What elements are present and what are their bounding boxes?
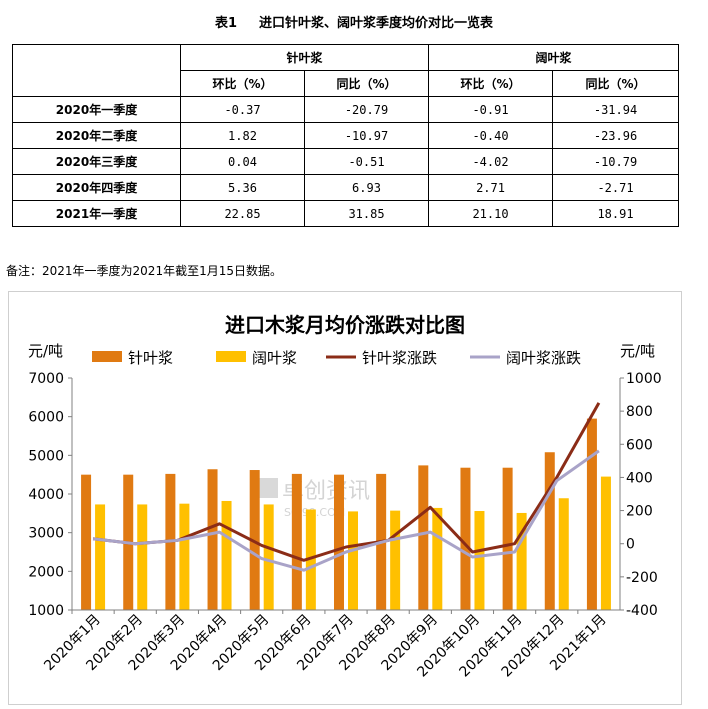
table-title-text: 进口针叶浆、阔叶浆季度均价对比一览表: [259, 16, 494, 31]
table-cell: 0.04: [180, 148, 305, 175]
corner-cell: [12, 44, 181, 97]
bar-softwood: [249, 470, 260, 610]
bar-softwood: [502, 467, 513, 610]
legend-swatch: [92, 351, 122, 362]
chart-frame: [8, 291, 682, 705]
y-tick-label-right: 200: [626, 504, 653, 520]
watermark-logo-icon: [258, 478, 278, 498]
table-cell: 31.85: [303, 200, 430, 227]
table-cell: -0.51: [303, 148, 430, 175]
table-cell: 1.82: [180, 122, 305, 149]
legend-label: 阔叶浆涨跌: [506, 349, 581, 367]
y-tick-label-right: 1000: [626, 371, 662, 387]
table-cell: -20.79: [303, 96, 430, 123]
legend-label: 针叶浆: [128, 349, 173, 367]
bar-hardwood: [348, 511, 358, 610]
table-row: 2020年三季度 0.04 -0.51 -4.02 -10.79: [12, 148, 680, 175]
bar-hardwood: [179, 503, 190, 610]
bar-softwood: [291, 473, 302, 610]
table-note: 备注：2021年一季度为2021年截至1月15日数据。: [6, 264, 282, 278]
table-title: 表1 进口针叶浆、阔叶浆季度均价对比一览表: [0, 12, 708, 31]
y-tick-label-right: -200: [626, 570, 658, 586]
bars-layer: [81, 418, 611, 610]
line-hardwood-change: [92, 449, 600, 572]
subheader-softwood-mom: 环比（%）: [180, 70, 305, 97]
y-tick-label-left: 1000: [28, 603, 64, 619]
table-row: 2020年四季度 5.36 6.93 2.71 -2.71: [12, 174, 680, 201]
bar-softwood: [460, 467, 471, 610]
row-label: 2020年一季度: [12, 96, 181, 123]
table-cell: 18.91: [552, 200, 680, 227]
y-tick-label-right: -400: [626, 603, 658, 619]
bar-hardwood: [432, 507, 443, 610]
y-tick-label-right: 600: [626, 437, 653, 453]
group-header-softwood: 针叶浆: [179, 44, 430, 71]
bar-hardwood: [558, 498, 569, 610]
bar-hardwood: [221, 500, 232, 610]
table-cell: -31.94: [552, 96, 680, 123]
bar-hardwood: [390, 510, 401, 610]
table-row: 2021年一季度 22.85 31.85 21.10 18.91: [12, 200, 680, 227]
bar-hardwood: [263, 504, 274, 610]
table-cell: 6.93: [303, 174, 430, 201]
y-tick-label-right: 0: [626, 537, 635, 553]
legend: 针叶浆 阔叶浆 针叶浆涨跌 阔叶浆涨跌: [92, 349, 581, 367]
y-tick-label-left: 2000: [28, 564, 64, 580]
chart-title: 进口木浆月均价涨跌对比图: [225, 313, 465, 337]
comparison-table: 针叶浆 阔叶浆 环比（%） 同比（%） 环比（%） 同比（%） 2020年一季度…: [12, 44, 680, 227]
legend-label: 阔叶浆: [252, 349, 297, 367]
group-header-hardwood: 阔叶浆: [428, 44, 680, 71]
table-cell: -0.91: [428, 96, 554, 123]
y-tick-label-right: 400: [626, 470, 653, 486]
bar-hardwood: [600, 476, 611, 610]
bar-hardwood: [137, 504, 148, 610]
y-tick-label-left: 7000: [28, 371, 64, 387]
bar-softwood: [334, 474, 344, 610]
row-label: 2021年一季度: [12, 200, 181, 227]
bar-softwood: [586, 418, 597, 610]
legend-label: 针叶浆涨跌: [362, 349, 437, 367]
bar-softwood: [81, 474, 92, 610]
table-cell: 21.10: [428, 200, 554, 227]
bar-softwood: [544, 452, 555, 610]
y-tick-label-left: 4000: [28, 487, 64, 503]
bar-hardwood: [305, 509, 316, 610]
bar-softwood: [207, 469, 218, 610]
y-tick-label-left: 3000: [28, 526, 64, 542]
subheader-hardwood-yoy: 同比（%）: [552, 70, 680, 97]
table-cell: 22.85: [180, 200, 305, 227]
bar-hardwood: [474, 511, 485, 610]
y-tick-label-left: 6000: [28, 410, 64, 426]
y-axis-left-label: 元/吨: [28, 342, 63, 360]
table-cell: -10.79: [552, 148, 680, 175]
legend-swatch: [216, 351, 246, 362]
table-cell: -0.40: [428, 122, 554, 149]
table-number: 表1: [214, 16, 238, 31]
bar-hardwood: [516, 512, 527, 610]
y-tick-label-left: 5000: [28, 448, 64, 464]
y-axis-right-label: 元/吨: [620, 342, 655, 360]
lines-layer: [92, 402, 601, 572]
y-tick-label-right: 800: [626, 404, 653, 420]
bar-softwood: [418, 465, 429, 610]
table-cell: -23.96: [552, 122, 680, 149]
bar-hardwood: [95, 504, 106, 610]
